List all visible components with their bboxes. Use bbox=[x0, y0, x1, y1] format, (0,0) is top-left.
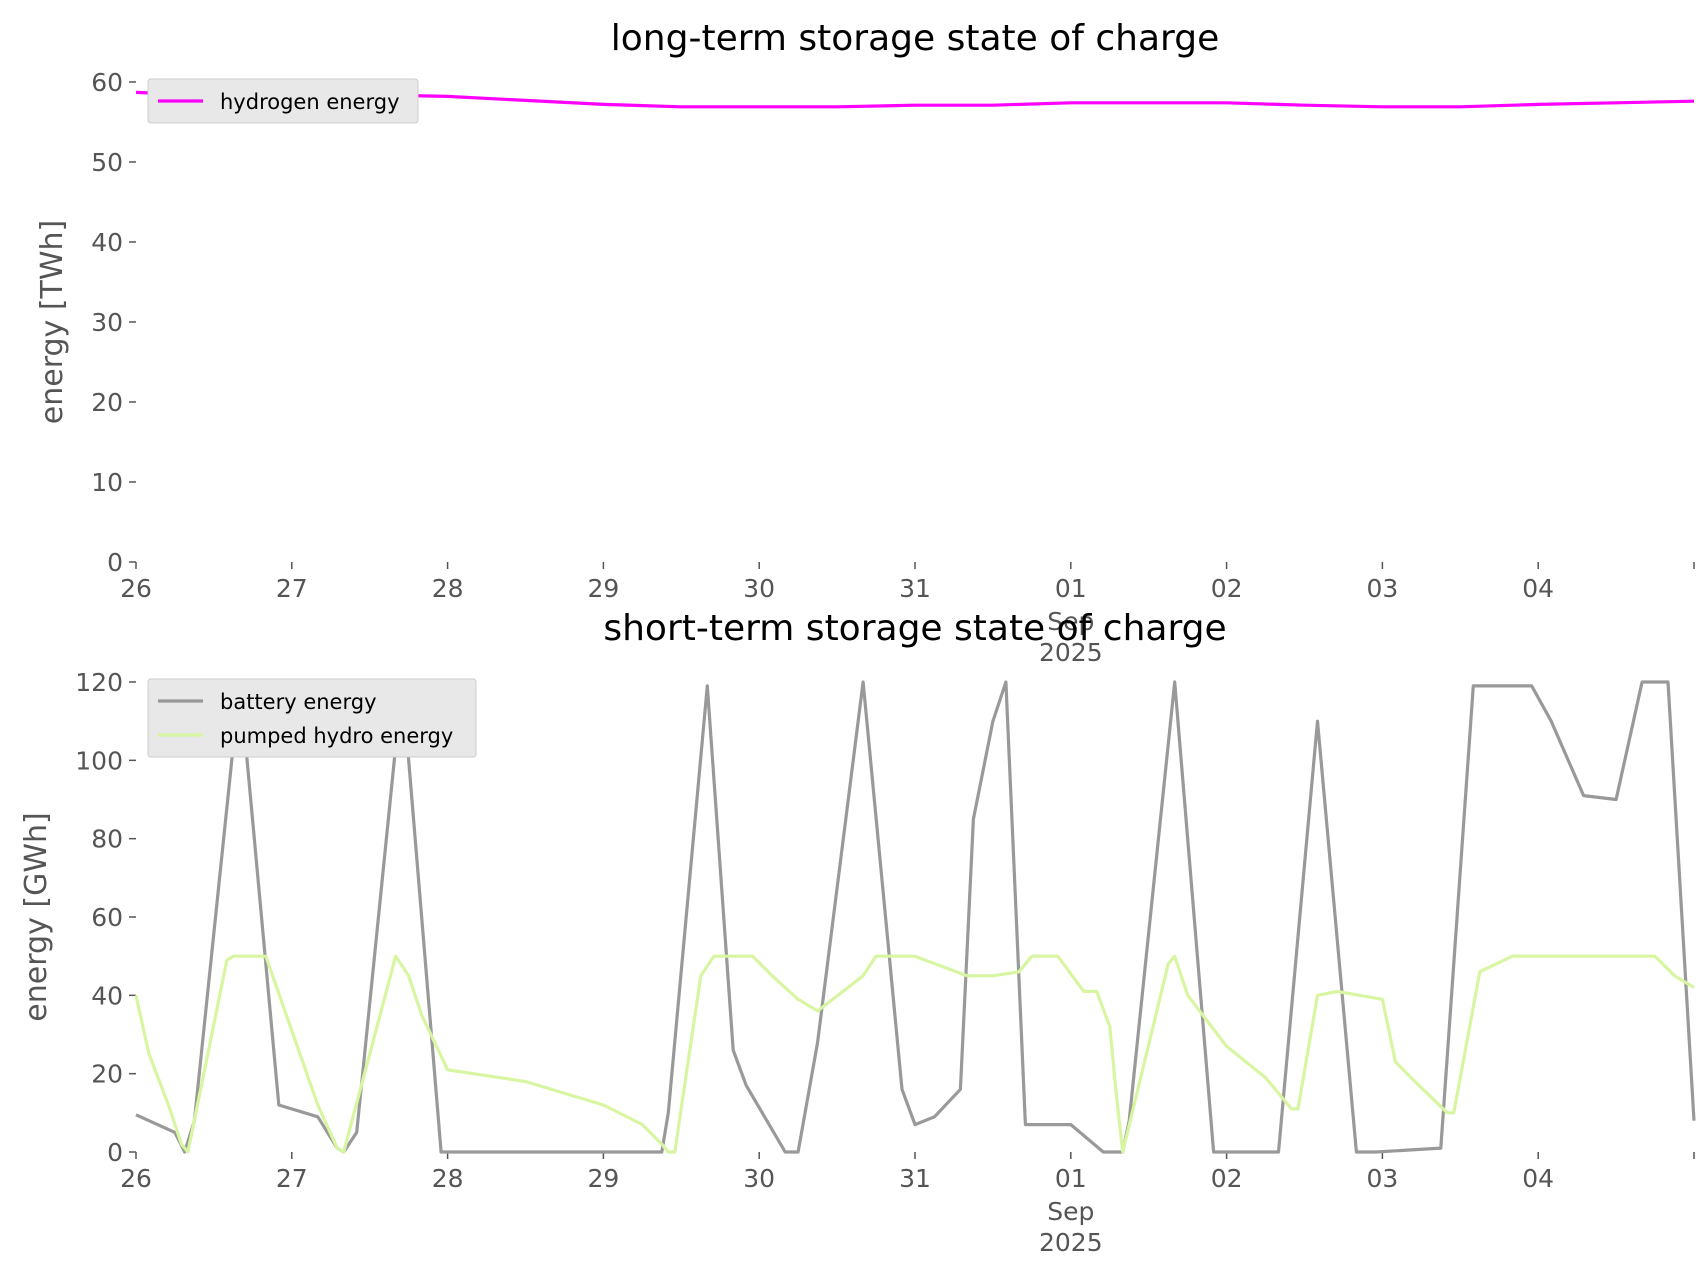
x-tick-label: 26 bbox=[120, 574, 152, 603]
y-tick-label: 0 bbox=[107, 548, 123, 577]
y-tick-label: 20 bbox=[91, 388, 123, 417]
x-tick-label: 03 bbox=[1366, 574, 1398, 603]
y-tick-label: 60 bbox=[91, 903, 123, 932]
y-tick-label: 80 bbox=[91, 825, 123, 854]
y-tick-label: 40 bbox=[91, 981, 123, 1010]
x-tick-label: 27 bbox=[276, 1164, 308, 1193]
x-tick-label: 28 bbox=[432, 574, 464, 603]
y-axis-label: energy [GWh] bbox=[19, 812, 54, 1021]
legend-label: pumped hydro energy bbox=[220, 724, 453, 748]
chart-title: long-term storage state of charge bbox=[611, 18, 1219, 59]
x-tick-label: 03 bbox=[1366, 1164, 1398, 1193]
series-line-battery-energy bbox=[135, 680, 1696, 1154]
x-tick-label: 30 bbox=[743, 1164, 775, 1193]
legend-box bbox=[147, 78, 419, 124]
y-tick-label: 30 bbox=[91, 308, 123, 337]
x-tick-label: 29 bbox=[587, 1164, 619, 1193]
legend-box bbox=[147, 678, 477, 758]
x-tick-label: 31 bbox=[899, 1164, 931, 1193]
y-tick-label: 120 bbox=[75, 668, 123, 697]
y-tick-label: 10 bbox=[91, 468, 123, 497]
y-tick-label: 60 bbox=[91, 68, 123, 97]
x-year-label: 2025 bbox=[1039, 638, 1103, 667]
x-month-label: Sep bbox=[1047, 607, 1094, 636]
x-tick-label: 28 bbox=[432, 1164, 464, 1193]
y-tick-label: 0 bbox=[107, 1138, 123, 1167]
x-month-label: Sep bbox=[1047, 1197, 1094, 1226]
x-tick-label: 29 bbox=[587, 574, 619, 603]
x-tick-label: 02 bbox=[1211, 1164, 1243, 1193]
legend-label: battery energy bbox=[220, 690, 377, 714]
x-tick-label: 30 bbox=[743, 574, 775, 603]
y-tick-label: 50 bbox=[91, 148, 123, 177]
chart-title: short-term storage state of charge bbox=[603, 608, 1226, 649]
long-term-storage-panel: long-term storage state of charge0102030… bbox=[35, 18, 1695, 667]
y-tick-label: 20 bbox=[91, 1060, 123, 1089]
x-tick-label: 02 bbox=[1211, 574, 1243, 603]
x-tick-label: 01 bbox=[1055, 1164, 1087, 1193]
y-tick-label: 100 bbox=[75, 746, 123, 775]
y-axis-label: energy [TWh] bbox=[35, 220, 70, 424]
x-tick-label: 27 bbox=[276, 574, 308, 603]
x-tick-label: 04 bbox=[1522, 574, 1554, 603]
series-line-pumped-hydro-energy bbox=[134, 954, 1695, 1154]
legend-label: hydrogen energy bbox=[220, 90, 400, 114]
x-tick-label: 31 bbox=[899, 574, 931, 603]
y-tick-label: 40 bbox=[91, 228, 123, 257]
x-tick-label: 04 bbox=[1522, 1164, 1554, 1193]
x-tick-label: 26 bbox=[120, 1164, 152, 1193]
x-tick-label: 01 bbox=[1055, 574, 1087, 603]
x-year-label: 2025 bbox=[1039, 1228, 1103, 1257]
short-term-storage-panel: short-term storage state of charge020406… bbox=[19, 608, 1696, 1257]
